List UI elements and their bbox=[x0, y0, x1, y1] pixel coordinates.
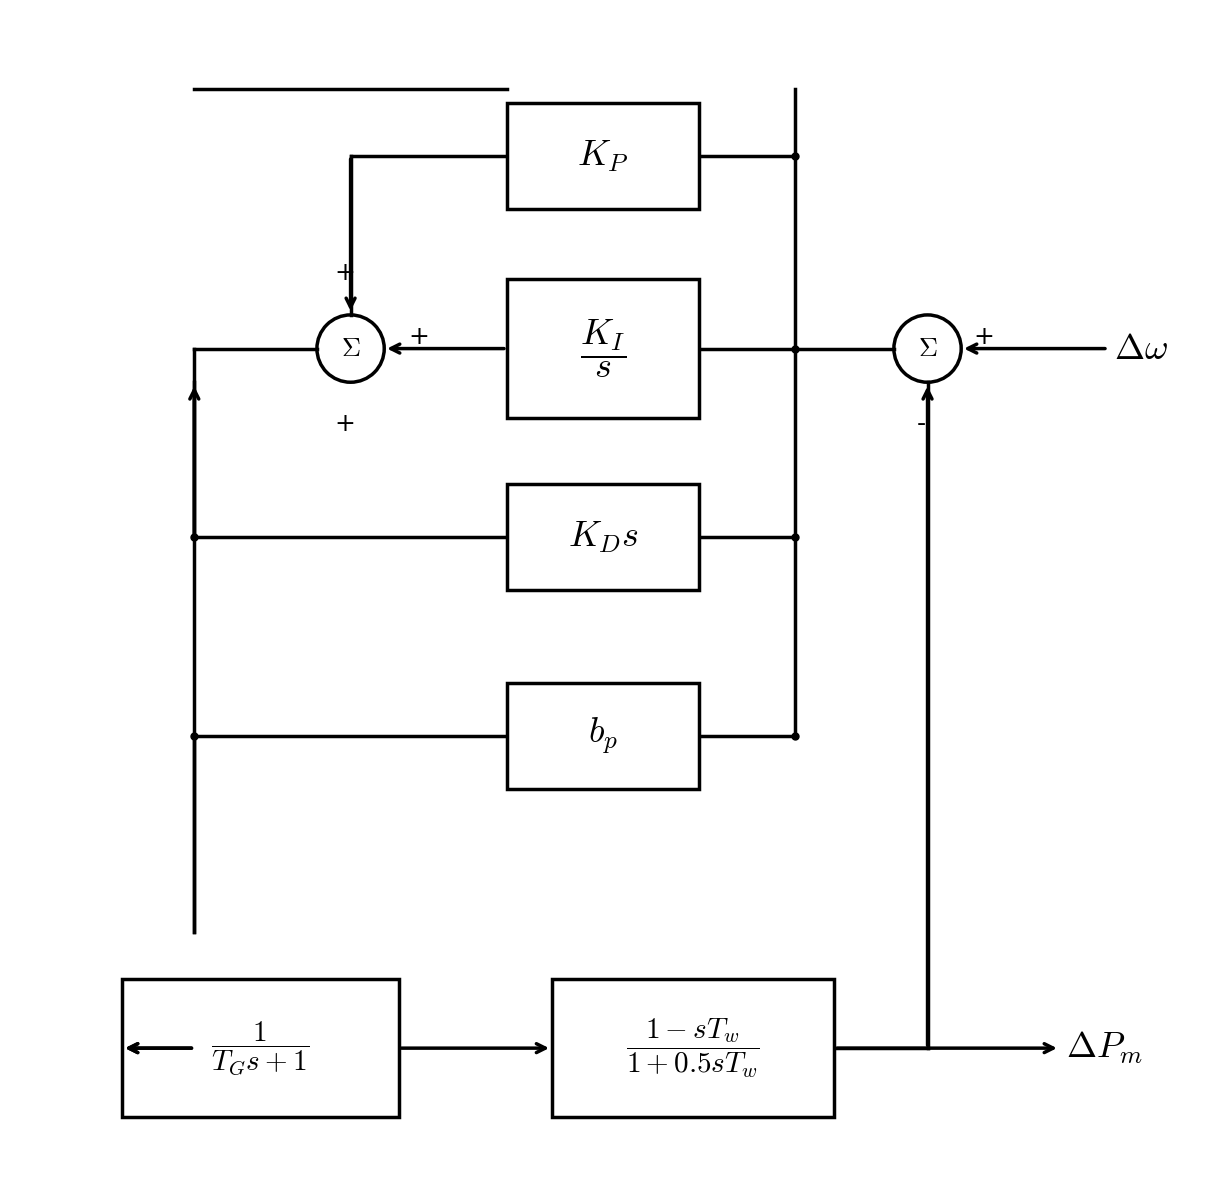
FancyBboxPatch shape bbox=[507, 683, 699, 789]
Text: $\Sigma$: $\Sigma$ bbox=[918, 335, 937, 362]
Text: $\dfrac{1}{T_G s+1}$: $\dfrac{1}{T_G s+1}$ bbox=[211, 1019, 310, 1077]
Text: $\dfrac{K_I}{s}$: $\dfrac{K_I}{s}$ bbox=[580, 317, 626, 380]
Text: -: - bbox=[917, 412, 926, 436]
FancyBboxPatch shape bbox=[507, 103, 699, 209]
Text: $K_P$: $K_P$ bbox=[578, 138, 628, 174]
FancyBboxPatch shape bbox=[507, 484, 699, 590]
Text: $\Delta\omega$: $\Delta\omega$ bbox=[1114, 332, 1167, 365]
FancyBboxPatch shape bbox=[507, 280, 699, 418]
FancyBboxPatch shape bbox=[122, 978, 399, 1118]
FancyBboxPatch shape bbox=[552, 978, 835, 1118]
Text: +: + bbox=[334, 412, 355, 436]
Text: $K_D s$: $K_D s$ bbox=[568, 519, 638, 555]
Text: $\Sigma$: $\Sigma$ bbox=[341, 335, 361, 362]
Text: +: + bbox=[973, 325, 994, 349]
Text: +: + bbox=[409, 325, 429, 349]
Text: +: + bbox=[334, 261, 355, 285]
Text: $\dfrac{1-sT_w}{1+0.5sT_w}$: $\dfrac{1-sT_w}{1+0.5sT_w}$ bbox=[626, 1017, 760, 1079]
Text: $b_p$: $b_p$ bbox=[589, 715, 617, 756]
Text: $\Delta P_m$: $\Delta P_m$ bbox=[1066, 1030, 1142, 1066]
